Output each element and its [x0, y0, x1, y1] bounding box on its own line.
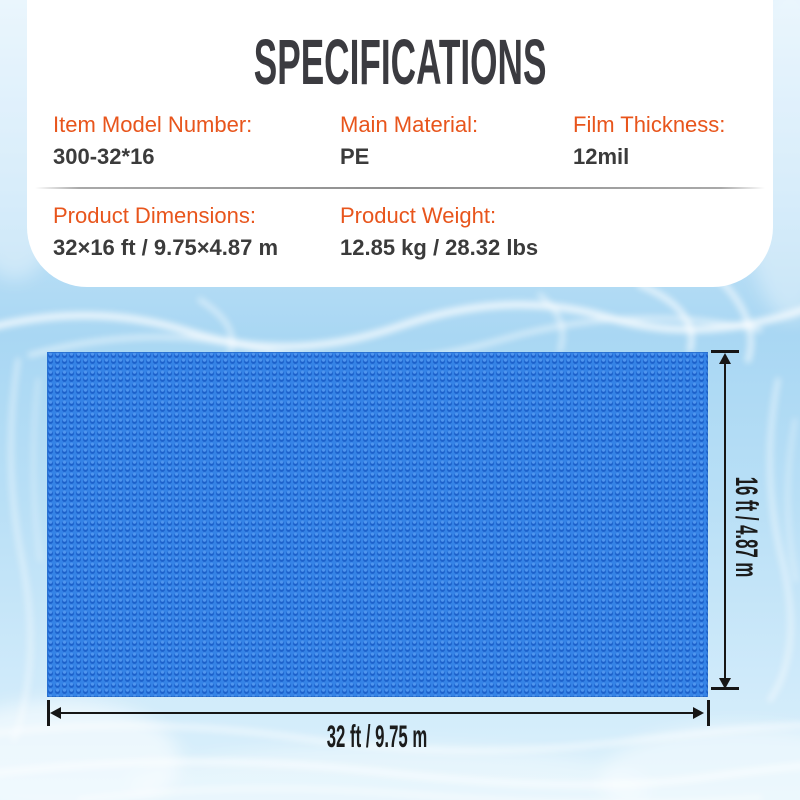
spec-value-film-thickness: 12mil	[573, 144, 630, 170]
spec-item-product-dimensions: Product Dimensions: 32×16 ft / 9.75×4.87…	[53, 203, 278, 261]
arrow-left-icon	[50, 707, 61, 719]
spec-label-product-dimensions: Product Dimensions:	[53, 203, 256, 228]
height-dimension-label: 16 ft / 4.87 m	[728, 476, 765, 578]
height-dimension-top-tick	[711, 350, 739, 353]
page-title: SPECIFICATIONS	[253, 26, 547, 98]
arrow-up-icon	[719, 353, 731, 364]
spec-value-model-number: 300-32*16	[53, 144, 155, 170]
width-dimension-line	[52, 712, 702, 714]
height-dimension-line	[724, 360, 726, 682]
spec-panel	[27, 0, 773, 287]
arrow-down-icon	[719, 678, 731, 689]
spec-label-film-thickness: Film Thickness:	[573, 112, 726, 137]
spec-item-film-thickness: Film Thickness: 12mil	[573, 112, 725, 170]
width-dimension-right-tick	[707, 700, 710, 726]
spec-value-product-weight: 12.85 kg / 28.32 lbs	[340, 235, 539, 261]
pool-cover-graphic	[47, 352, 708, 697]
spec-value-product-dimensions: 32×16 ft / 9.75×4.87 m	[53, 235, 279, 261]
spec-label-main-material: Main Material:	[340, 112, 479, 137]
spec-item-product-weight: Product Weight: 12.85 kg / 28.32 lbs	[340, 203, 538, 261]
title-row: SPECIFICATIONS	[0, 30, 800, 94]
spec-label-model-number: Item Model Number:	[53, 112, 253, 137]
width-dimension-left-tick	[47, 700, 50, 726]
spec-value-main-material: PE	[340, 144, 370, 170]
spec-item-main-material: Main Material: PE	[340, 112, 478, 170]
width-dimension-label: 32 ft / 9.75 m	[326, 718, 428, 755]
arrow-right-icon	[693, 707, 704, 719]
spec-label-product-weight: Product Weight:	[340, 203, 497, 228]
spec-divider	[35, 187, 765, 189]
spec-item-model-number: Item Model Number: 300-32*16	[53, 112, 252, 170]
